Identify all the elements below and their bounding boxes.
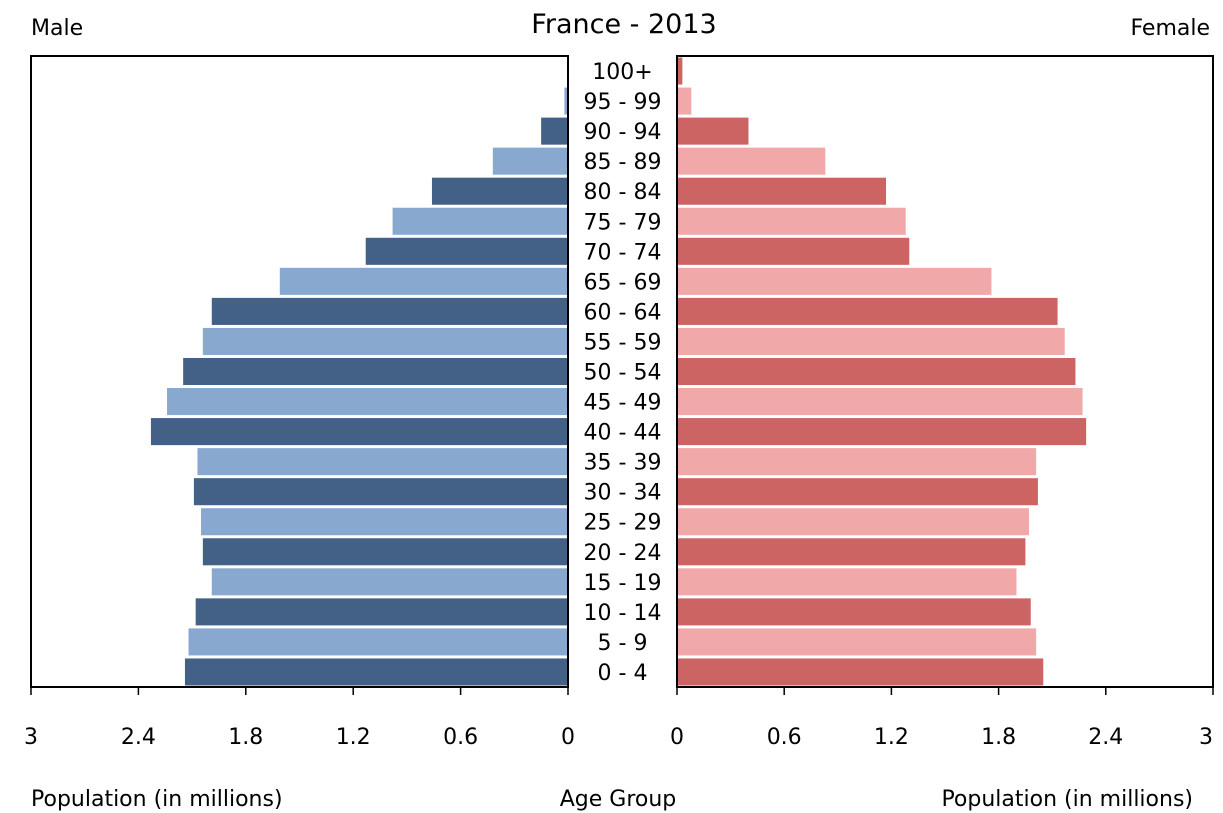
age-group-label: 15 - 19 [584,571,662,596]
male-bar-25-29 [201,508,569,536]
female-bar-25-29 [677,508,1029,536]
age-group-label: 50 - 54 [584,361,662,386]
female-bar-45-49 [677,388,1083,416]
male-bar-90-94 [541,117,568,145]
age-group-label: 30 - 34 [584,481,662,506]
age-group-axis-label: Age Group [560,787,677,812]
male-tick-label: 1.2 [336,725,371,750]
male-bar-65-69 [279,267,568,295]
female-bar-60-64 [677,297,1058,325]
female-bar-100+ [677,57,683,85]
male-bar-10-14 [195,598,568,626]
age-group-label: 65 - 69 [584,270,662,295]
male-bar-0-4 [184,658,568,686]
male-bar-50-54 [183,357,568,386]
male-bar-5-9 [188,628,568,656]
female-x-axis: 0 0.6 1.2 1.8 2.4 3 [670,687,1214,750]
male-bar-20-24 [202,538,568,566]
age-group-label: 20 - 24 [584,541,662,566]
male-bar-60-64 [211,297,569,325]
chart-title: France - 2013 [531,9,716,40]
female-bar-35-39 [677,448,1037,476]
male-bar-85-89 [492,147,568,175]
female-tick-label: 1.2 [874,725,909,750]
male-bar-55-59 [202,327,568,355]
female-bar-70-74 [677,237,910,265]
age-group-label: 5 - 9 [598,631,648,656]
female-bar-80-84 [677,177,887,205]
female-tick-label: 2.4 [1088,725,1123,750]
female-plot-frame [676,55,1214,688]
female-bar-40-44 [677,418,1087,446]
female-bar-50-54 [677,357,1076,386]
male-bar-35-39 [197,448,568,476]
male-bar-30-34 [193,478,568,506]
age-group-label: 60 - 64 [584,300,662,325]
age-group-label: 35 - 39 [584,451,662,476]
male-tick-label: 3 [24,725,38,750]
male-bar-80-84 [431,177,568,205]
age-group-label: 100+ [592,60,652,85]
male-tick-label: 2.4 [121,725,156,750]
female-bar-65-69 [677,267,992,295]
female-bar-90-94 [677,117,749,145]
age-group-label: 40 - 44 [584,421,662,446]
male-tick-label: 1.8 [228,725,263,750]
male-tick-label: 0.6 [443,725,478,750]
female-bar-95-99 [677,87,692,115]
male-plot-frame [30,55,569,688]
age-group-label: 85 - 89 [584,150,662,175]
male-label: Male [31,16,83,41]
age-group-labels: 0 - 4 5 - 9 10 - 14 15 - 19 20 - 24 25 - 29 30… [584,60,662,686]
female-tick-label: 3 [1199,725,1213,750]
male-bar-45-49 [167,388,569,416]
female-bar-10-14 [677,598,1031,626]
male-bar-95-99 [564,87,568,115]
female-tick-label: 0 [670,725,684,750]
age-group-label: 45 - 49 [584,391,662,416]
age-group-label: 70 - 74 [584,240,662,265]
age-group-label: 25 - 29 [584,511,662,536]
age-group-label: 80 - 84 [584,180,662,205]
male-bar-70-74 [365,237,568,265]
male-bars [150,57,569,686]
female-bar-30-34 [677,478,1038,506]
female-label: Female [1130,16,1210,41]
male-tick-label: 0 [561,725,575,750]
female-bars [677,57,1087,686]
male-bar-15-19 [211,568,569,596]
male-bar-40-44 [150,418,568,446]
female-bar-85-89 [677,147,826,175]
female-bar-20-24 [677,538,1026,566]
age-group-label: 90 - 94 [584,120,662,145]
female-x-axis-label: Population (in millions) [941,787,1193,812]
female-bar-15-19 [677,568,1017,596]
female-bar-55-59 [677,327,1065,355]
male-x-axis-label: Population (in millions) [31,787,283,812]
age-group-label: 0 - 4 [598,661,648,686]
female-tick-label: 0.6 [767,725,802,750]
female-bar-5-9 [677,628,1037,656]
male-bar-75-79 [392,207,568,235]
age-group-label: 10 - 14 [584,601,662,626]
female-bar-75-79 [677,207,906,235]
female-tick-label: 1.8 [981,725,1016,750]
age-group-label: 95 - 99 [584,90,662,115]
female-bar-0-4 [677,658,1044,686]
age-group-label: 55 - 59 [584,330,662,355]
age-group-label: 75 - 79 [584,210,662,235]
male-x-axis: 0 0.6 1.2 1.8 2.4 3 [24,687,575,750]
